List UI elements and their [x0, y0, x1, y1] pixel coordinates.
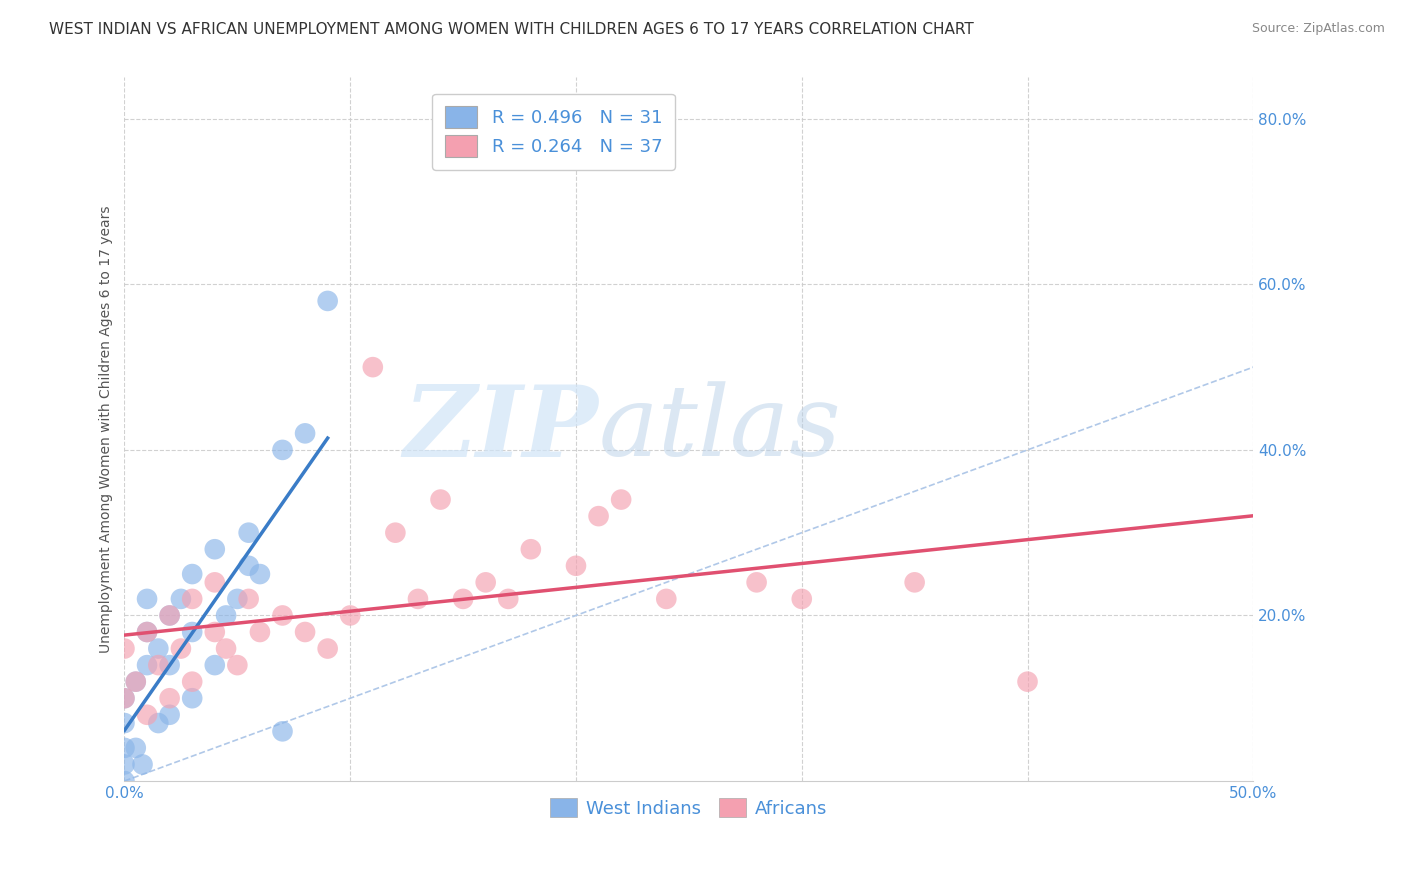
Point — [249, 567, 271, 582]
Point — [136, 625, 159, 640]
Point — [238, 558, 260, 573]
Point — [148, 716, 170, 731]
Point — [136, 591, 159, 606]
Point — [339, 608, 361, 623]
Point — [136, 625, 159, 640]
Point — [181, 691, 204, 706]
Text: atlas: atlas — [599, 382, 841, 477]
Point — [181, 674, 204, 689]
Point — [294, 426, 316, 441]
Point — [204, 542, 226, 557]
Point — [271, 608, 294, 623]
Point — [429, 492, 451, 507]
Point — [745, 575, 768, 590]
Point — [271, 442, 294, 457]
Point — [170, 641, 193, 656]
Point — [316, 293, 339, 308]
Point — [148, 658, 170, 673]
Point — [294, 625, 316, 640]
Point — [136, 707, 159, 722]
Point — [114, 740, 136, 755]
Point — [131, 757, 153, 772]
Point — [125, 740, 148, 755]
Point — [159, 691, 181, 706]
Legend: West Indians, Africans: West Indians, Africans — [543, 791, 835, 825]
Point — [215, 608, 238, 623]
Point — [238, 525, 260, 540]
Point — [226, 658, 249, 673]
Point — [655, 591, 678, 606]
Point — [159, 608, 181, 623]
Point — [136, 658, 159, 673]
Point — [125, 674, 148, 689]
Point — [204, 575, 226, 590]
Point — [114, 691, 136, 706]
Point — [1017, 674, 1039, 689]
Point — [474, 575, 496, 590]
Point — [361, 360, 384, 375]
Point — [170, 591, 193, 606]
Point — [249, 625, 271, 640]
Point — [125, 674, 148, 689]
Point — [215, 641, 238, 656]
Point — [181, 591, 204, 606]
Point — [114, 691, 136, 706]
Point — [204, 625, 226, 640]
Point — [114, 774, 136, 789]
Point — [148, 641, 170, 656]
Point — [451, 591, 474, 606]
Point — [114, 716, 136, 731]
Point — [204, 658, 226, 673]
Text: WEST INDIAN VS AFRICAN UNEMPLOYMENT AMONG WOMEN WITH CHILDREN AGES 6 TO 17 YEARS: WEST INDIAN VS AFRICAN UNEMPLOYMENT AMON… — [49, 22, 974, 37]
Point — [181, 567, 204, 582]
Point — [114, 641, 136, 656]
Point — [565, 558, 588, 573]
Point — [790, 591, 813, 606]
Point — [406, 591, 429, 606]
Point — [226, 591, 249, 606]
Point — [384, 525, 406, 540]
Point — [159, 608, 181, 623]
Point — [159, 658, 181, 673]
Point — [181, 625, 204, 640]
Point — [114, 757, 136, 772]
Point — [316, 641, 339, 656]
Point — [496, 591, 519, 606]
Point — [904, 575, 927, 590]
Point — [610, 492, 633, 507]
Y-axis label: Unemployment Among Women with Children Ages 6 to 17 years: Unemployment Among Women with Children A… — [100, 205, 114, 653]
Point — [520, 542, 543, 557]
Point — [238, 591, 260, 606]
Point — [159, 707, 181, 722]
Point — [588, 509, 610, 524]
Point — [271, 724, 294, 739]
Text: ZIP: ZIP — [404, 381, 599, 477]
Text: Source: ZipAtlas.com: Source: ZipAtlas.com — [1251, 22, 1385, 36]
